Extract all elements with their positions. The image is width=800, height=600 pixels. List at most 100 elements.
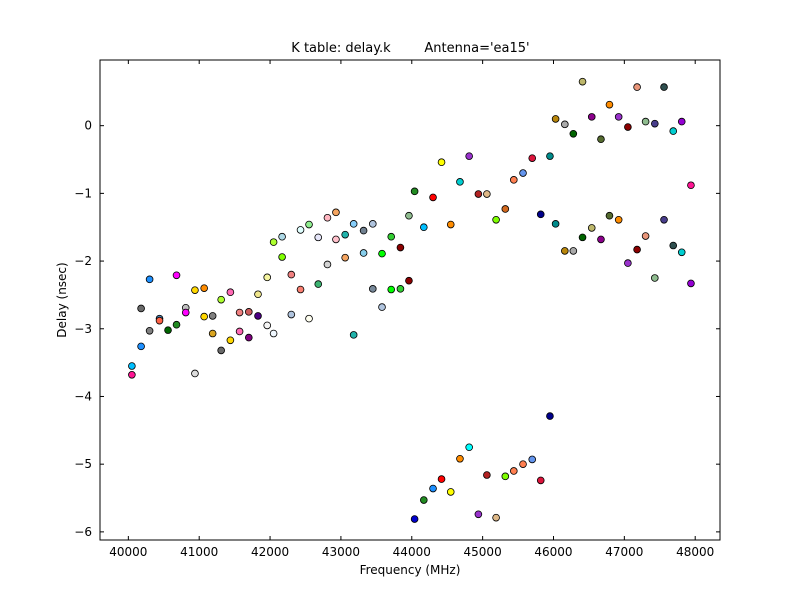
data-point [269, 329, 278, 338]
y-tick-label: −4 [74, 389, 92, 403]
data-point [217, 346, 225, 355]
data-point [437, 158, 446, 167]
x-tick-label: 47000 [605, 545, 643, 559]
data-point [245, 308, 253, 316]
x-tick-label: 48000 [676, 545, 714, 559]
data-point [510, 176, 518, 184]
data-point [137, 342, 145, 351]
data-point [314, 233, 323, 242]
data-point [349, 220, 358, 228]
y-axis-ticks: −6 −5 −4 −3 −2 −1 0 [74, 119, 720, 539]
data-point [296, 285, 305, 294]
data-point [483, 190, 491, 198]
data-point [578, 77, 587, 86]
data-point [245, 333, 253, 342]
data-point [624, 123, 632, 131]
data-point [437, 475, 446, 483]
data-point [605, 211, 614, 220]
data-point [145, 327, 154, 335]
data-point [405, 211, 413, 220]
data-point [181, 308, 190, 317]
data-point [269, 238, 278, 246]
data-point [546, 412, 554, 420]
data-point [217, 295, 225, 304]
x-axis-ticks: 40000 41000 42000 43000 44000 45000 46000 47000… [109, 60, 714, 559]
x-tick-label: 42000 [251, 545, 289, 559]
data-point [172, 320, 181, 329]
data-point [605, 100, 614, 109]
y-axis-label: Delay (nsec) [55, 262, 69, 337]
plot-frame [99, 59, 721, 541]
data-point [633, 245, 641, 254]
data-point [597, 235, 605, 244]
data-point [510, 467, 518, 475]
data-point [519, 169, 527, 177]
data-point [128, 362, 136, 370]
data-point [323, 213, 332, 222]
data-point [677, 117, 686, 126]
x-tick-label: 43000 [322, 545, 360, 559]
x-tick-label: 41000 [180, 545, 218, 559]
data-point [483, 471, 491, 479]
data-point [519, 460, 527, 468]
data-point [587, 113, 596, 121]
data-point [128, 371, 136, 379]
data-point [446, 488, 455, 496]
data-point [651, 274, 659, 282]
data-point [587, 224, 596, 232]
data-point [359, 226, 368, 235]
data-point [287, 310, 296, 319]
data-point [614, 113, 623, 121]
y-tick-label: −6 [74, 525, 92, 539]
data-point [465, 443, 473, 452]
data-point [263, 321, 272, 330]
data-point [341, 230, 349, 239]
y-tick-label: −5 [74, 457, 92, 471]
data-point [651, 119, 659, 128]
data-point [528, 455, 537, 464]
data-point [226, 336, 235, 345]
data-point [456, 178, 464, 186]
data-point [378, 303, 386, 311]
data-point [410, 187, 419, 196]
data-point [633, 83, 641, 91]
data-point [226, 288, 235, 297]
data-point [191, 286, 199, 294]
data-point [314, 280, 323, 288]
data-point [446, 220, 455, 229]
data-point [254, 312, 262, 320]
x-axis-label: Frequency (MHz) [360, 563, 461, 577]
data-point [501, 205, 510, 213]
data-point [191, 369, 199, 378]
data-point [641, 232, 650, 240]
data-point [287, 270, 296, 279]
points-layer [128, 77, 695, 523]
data-point [323, 260, 332, 269]
data-point [396, 285, 405, 293]
data-point [278, 232, 286, 241]
data-point [263, 273, 272, 282]
data-point [208, 329, 217, 338]
data-point [474, 190, 483, 198]
chart-title: K table: delay.k [291, 41, 391, 56]
data-point [528, 154, 537, 162]
x-tick-label: 45000 [464, 545, 502, 559]
data-point [669, 241, 678, 250]
y-tick-label: −1 [74, 186, 92, 200]
data-point [597, 135, 605, 144]
data-point [546, 152, 554, 160]
data-point [578, 233, 587, 242]
data-point [561, 120, 569, 129]
data-point [660, 83, 668, 91]
data-point [492, 215, 500, 224]
data-point [387, 285, 396, 294]
data-point [296, 226, 305, 234]
data-point [551, 115, 560, 123]
data-point [492, 513, 500, 522]
data-point [677, 248, 686, 257]
data-point [624, 259, 632, 267]
data-point [332, 235, 340, 244]
data-point [305, 314, 313, 323]
data-point [536, 476, 545, 485]
